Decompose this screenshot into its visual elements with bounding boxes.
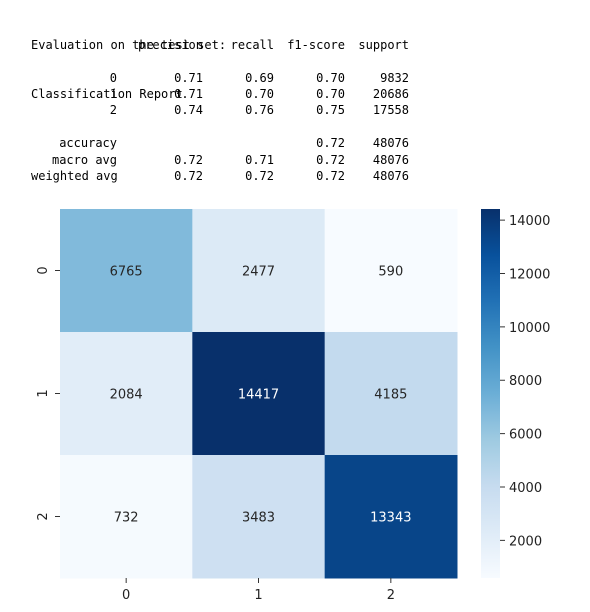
report-cell-f1: 0.72 [316, 152, 345, 167]
report-cell-precision: 0.72 [174, 169, 203, 183]
report-row-label: 0 [109, 70, 117, 85]
report-title: Classification Report [31, 87, 183, 102]
report-cell-support: 48076 [372, 136, 409, 151]
heatmap-cell-label: 2084 [110, 388, 143, 403]
report-cell-precision: 0.71 [174, 87, 203, 101]
report-cell-support: 48076 [372, 169, 409, 183]
colorbar-tick-label: 4000 [509, 481, 542, 496]
report-cell-support: 9832 [380, 70, 409, 85]
colorbar-tick-label: 14000 [509, 214, 550, 229]
heatmap-cell-label: 732 [114, 511, 139, 526]
report-cell-recall: 0.70 [245, 87, 274, 101]
report-cell-support: 48076 [372, 152, 409, 167]
heatmap-cells: 6765 2477 590 2084 14417 4185 732 3483 13343 [60, 209, 458, 579]
report-cell-precision: 0.72 [174, 152, 203, 167]
report-cell-precision: 0.74 [174, 103, 203, 118]
report-cell-recall: 0.72 [245, 169, 274, 183]
x-tick-label: 1 [254, 588, 262, 603]
x-tick-label: 0 [122, 588, 130, 603]
heatmap-cell-label: 3483 [242, 511, 275, 526]
heatmap-cell [324, 209, 458, 333]
report-cell-recall: 0.76 [245, 103, 274, 118]
heatmap-cell-label: 590 [378, 265, 403, 280]
y-tick-label: 1 [36, 389, 51, 397]
report-cell-support: 17558 [372, 103, 409, 118]
report-column-header: support [358, 37, 409, 52]
heatmap-cell [60, 455, 193, 579]
report-row-label: accuracy [59, 136, 117, 151]
heatmap-cell [192, 209, 326, 333]
report-cell-f1: 0.70 [316, 70, 345, 85]
report-row-label: weighted avg [31, 169, 118, 183]
report-cell-recall: 0.71 [245, 152, 274, 167]
colorbar-tick-label: 6000 [509, 428, 542, 443]
report-cell-f1: 0.72 [316, 169, 345, 183]
colorbar [481, 209, 500, 578]
heatmap-cell-label: 2477 [242, 265, 275, 280]
heatmap-cell [60, 209, 193, 333]
colorbar-tick-label: 12000 [509, 268, 550, 283]
heatmap-cell-label: 4185 [374, 388, 407, 403]
colorbar-tick-label: 2000 [509, 534, 542, 549]
report-row-label: macro avg [51, 152, 117, 167]
colorbar-tick-label: 8000 [509, 374, 542, 389]
report-cell-f1: 0.75 [316, 103, 345, 118]
report-cell-precision: 0.71 [174, 70, 203, 85]
y-tick-label: 0 [36, 266, 51, 274]
report-row-label: 2 [109, 103, 117, 118]
heatmap-cell [324, 332, 458, 456]
heatmap-cell [60, 332, 193, 456]
colorbar-ticks: 2000 4000 6000 8000 10000 12000 14000 [500, 214, 550, 549]
report-column-header: recall [230, 37, 274, 52]
heatmap-cell-label: 6765 [110, 265, 143, 280]
heatmap-cell-label: 13343 [370, 511, 411, 526]
y-axis-ticks: 0 1 2 [36, 266, 60, 521]
report-cell-f1: 0.70 [316, 87, 345, 101]
y-tick-label: 2 [36, 512, 51, 520]
report-heading: Evaluation on the test set: [31, 37, 227, 52]
report-cell-recall: 0.69 [245, 70, 274, 85]
report-column-header: f1-score [287, 37, 345, 52]
heatmap-cell [192, 332, 326, 456]
colorbar-tick-label: 10000 [509, 321, 550, 336]
report-cell-support: 20686 [372, 87, 409, 101]
heatmap-cell [192, 455, 326, 579]
report-cell-f1: 0.72 [316, 136, 345, 151]
x-tick-label: 2 [387, 588, 395, 603]
classification-report: Evaluation on the test set: Classificati… [31, 4, 409, 184]
report-column-header: precision [137, 37, 203, 52]
heatmap-cell-label: 14417 [238, 388, 279, 403]
heatmap-cell [324, 455, 458, 579]
report-row-label: 1 [109, 87, 117, 101]
x-axis-ticks: 0 1 2 [122, 578, 395, 603]
